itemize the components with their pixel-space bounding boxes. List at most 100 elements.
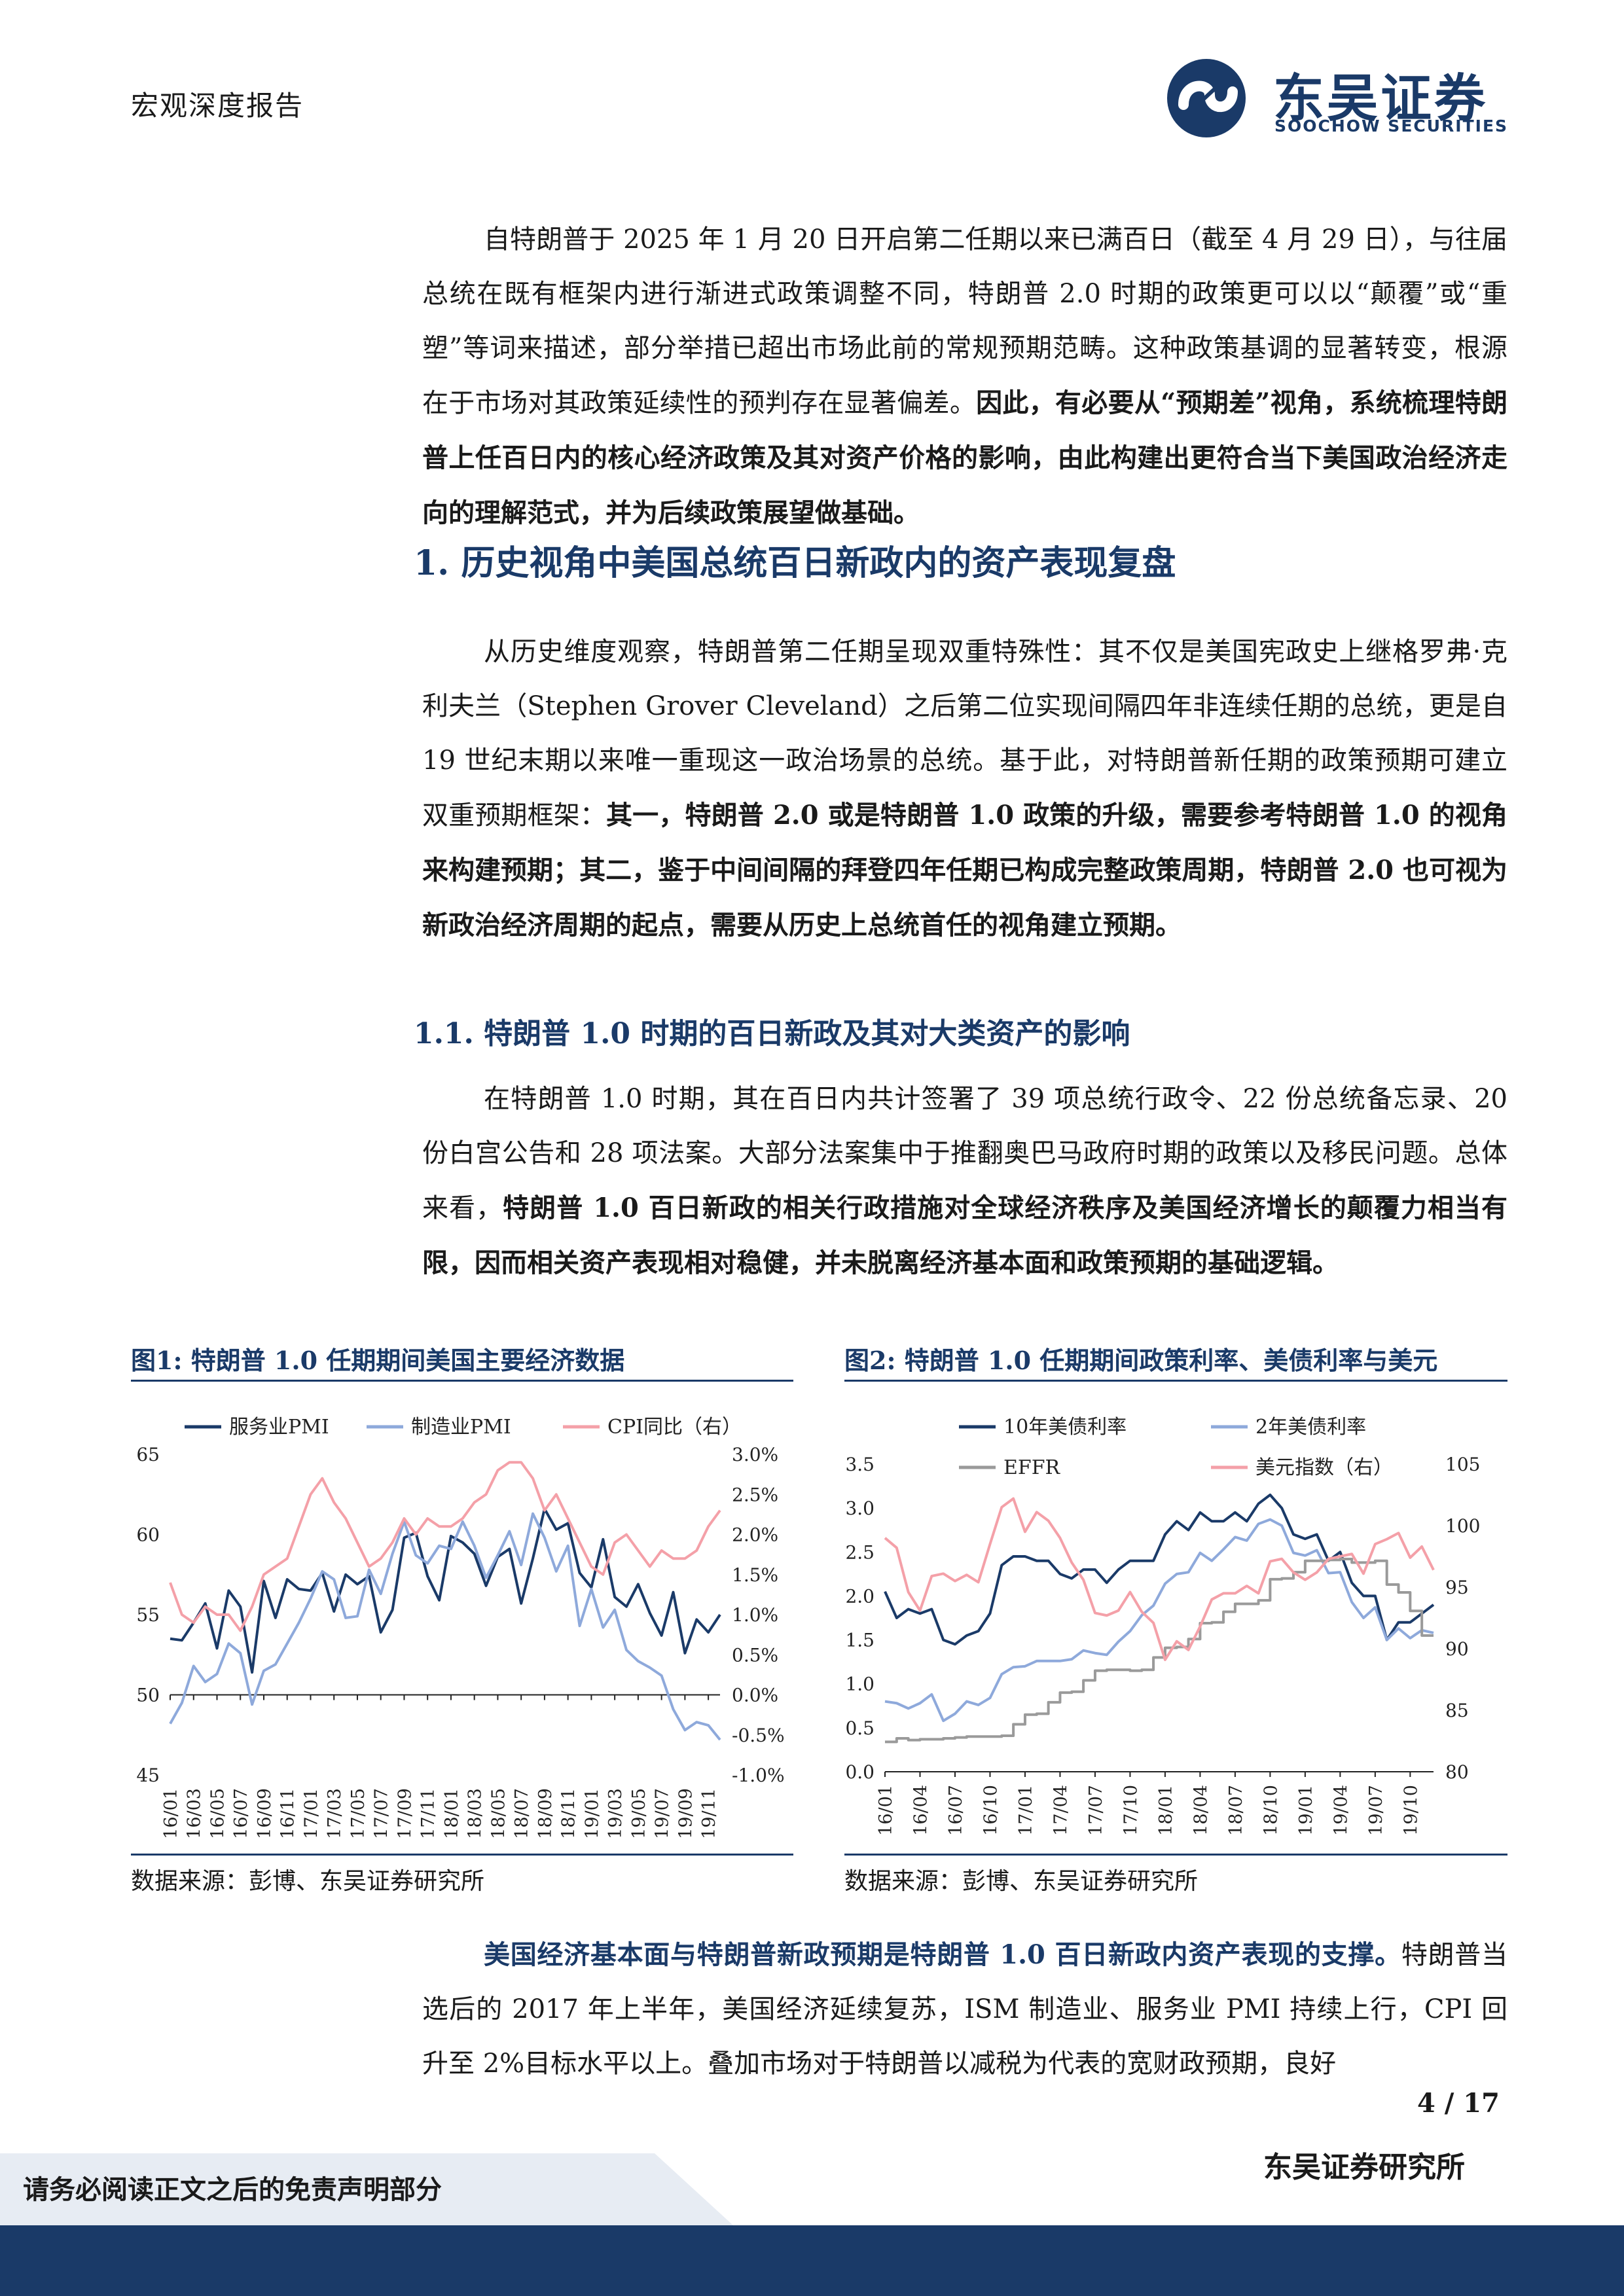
- y2-tick-label: 80: [1445, 1761, 1469, 1783]
- x-tick-label: 16/03: [185, 1788, 205, 1839]
- x-tick-label: 19/05: [629, 1788, 649, 1839]
- x-tick-label: 18/11: [559, 1788, 579, 1839]
- footer-organization: 东吴证券研究所: [1263, 2151, 1465, 2184]
- x-tick-label: 18/03: [465, 1788, 486, 1839]
- figure-2-bottom-rule: [844, 1854, 1507, 1856]
- x-tick-label: 19/07: [653, 1788, 673, 1839]
- logo-english-text: SOOCHOW SECURITIES: [1274, 117, 1509, 135]
- y-tick-label: 0.5: [845, 1717, 875, 1739]
- series-line-2-2: [885, 1558, 1434, 1744]
- x-tick-label: 16/09: [255, 1788, 275, 1839]
- legend-label: 10年美债利率: [1003, 1416, 1127, 1439]
- y-tick-label: 2.0: [845, 1585, 875, 1607]
- x-tick-label: 19/01: [1296, 1785, 1316, 1836]
- x-tick-label: 16/04: [911, 1785, 931, 1836]
- x-tick-label: 19/03: [605, 1788, 626, 1839]
- x-tick-label: 17/03: [325, 1788, 345, 1839]
- figure-1-chart: 45 50 55 60 65 -1.0% -0.5% 0.0% 0.5% 1.0% 1.5% 2.0%…: [136, 1416, 785, 1839]
- footer-disclaimer-band: [0, 2153, 733, 2225]
- page-number: 4 / 17: [1417, 2088, 1500, 2119]
- y2-tick-label: -0.5%: [732, 1725, 785, 1746]
- series-line-2-0: [884, 1494, 1435, 1646]
- section-1-heading: 1. 历史视角中美国总统百日新政内的资产表现复盘: [414, 543, 1176, 583]
- series-line-2-3: [884, 1497, 1435, 1661]
- footer-bottom-bar: [0, 2225, 1624, 2296]
- x-tick-label: 16/07: [946, 1785, 966, 1836]
- x-tick-label: 18/05: [488, 1788, 509, 1839]
- closing-text: 特朗普当选后的 2017 年上半年，美国经济延续复苏，ISM 制造业、服务业 P…: [422, 1940, 1507, 2079]
- x-tick-label: 19/04: [1331, 1785, 1351, 1836]
- x-tick-label: 18/01: [442, 1788, 462, 1839]
- y2-tick-label: 95: [1445, 1577, 1469, 1598]
- section-1-1-text: 在特朗普 1.0 时期，其在百日内共计签署了 39 项总统行政令、22 份总统备…: [422, 1084, 1507, 1223]
- legend-label: 服务业PMI: [229, 1416, 329, 1439]
- x-tick-label: 17/07: [372, 1788, 392, 1839]
- x-tick-label: 19/01: [582, 1788, 602, 1839]
- x-tick-label: 16/07: [231, 1788, 251, 1839]
- x-tick-label: 16/11: [278, 1788, 298, 1839]
- figure-2-source: 数据来源：彭博、东吴证券研究所: [844, 1868, 1199, 1895]
- x-tick-label: 17/01: [1016, 1785, 1036, 1836]
- x-tick-label: 16/01: [161, 1788, 181, 1839]
- y-tick-label: 1.5: [845, 1630, 875, 1651]
- figure-1-title: 图1: 特朗普 1.0 任期期间美国主要经济数据: [131, 1346, 625, 1375]
- x-tick-label: 19/11: [699, 1788, 719, 1839]
- section-1-text: 从历史维度观察，特朗普第二任期呈现双重特殊性：其不仅是美国宪政史上继格罗弗·克利…: [422, 637, 1507, 831]
- x-tick-label: 17/10: [1121, 1785, 1141, 1836]
- x-tick-label: 19/07: [1366, 1785, 1386, 1836]
- x-tick-label: 17/05: [348, 1788, 369, 1839]
- soochow-logo-icon: [1167, 59, 1246, 137]
- x-tick-label: 17/04: [1051, 1785, 1071, 1836]
- y-tick-label: 55: [136, 1604, 160, 1626]
- y2-tick-label: 1.5%: [732, 1564, 778, 1586]
- intro-paragraph: 自特朗普于 2025 年 1 月 20 日开启第二任期以来已满百日（截至 4 月…: [422, 213, 1507, 541]
- y-tick-label: 3.0: [845, 1498, 875, 1519]
- y-tick-label: 65: [136, 1444, 160, 1465]
- y2-tick-label: 100: [1445, 1515, 1480, 1537]
- legend-label: EFFR: [1003, 1456, 1061, 1479]
- y2-tick-label: 2.0%: [732, 1524, 778, 1546]
- logo-chinese-text: 东吴证券: [1273, 69, 1489, 128]
- section-1-bold-text: 其一，特朗普 2.0 或是特朗普 1.0 政策的升级，需要参考特朗普 1.0 的…: [422, 800, 1508, 941]
- section-1-1-bold-text: 特朗普 1.0 百日新政的相关行政措施对全球经济秩序及美国经济增长的颠覆力相当有…: [422, 1193, 1507, 1278]
- y2-tick-label: 0.5%: [732, 1644, 778, 1666]
- figure-2-chart: 0.0 0.5 1.0 1.5 2.0 2.5 3.0 3.5 80 85 90 95 100 105 16…: [845, 1416, 1480, 1836]
- figure-2-title: 图2: 特朗普 1.0 任期期间政策利率、美债利率与美元: [844, 1346, 1438, 1375]
- figure-1-source: 数据来源：彭博、东吴证券研究所: [131, 1868, 485, 1895]
- closing-bold-text: 美国经济基本面与特朗普新政预期是特朗普 1.0 百日新政内资产表现的支撑。: [484, 1939, 1401, 1970]
- x-tick-label: 18/04: [1191, 1785, 1211, 1836]
- intro-bold-text: 因此，有必要从“预期差”视角，系统梳理特朗普上任百日内的核心经济政策及其对资产价…: [422, 387, 1508, 528]
- y2-tick-label: 0.0%: [732, 1685, 778, 1706]
- intro-text: 自特朗普于 2025 年 1 月 20 日开启第二任期以来已满百日（截至 4 月…: [422, 224, 1507, 418]
- figure-1-top-rule: [131, 1380, 793, 1382]
- x-tick-label: 16/05: [208, 1788, 228, 1839]
- y-tick-label: 45: [136, 1765, 160, 1786]
- x-tick-label: 17/11: [418, 1788, 439, 1839]
- x-tick-label: 18/01: [1156, 1785, 1176, 1836]
- y2-tick-label: 85: [1445, 1700, 1469, 1721]
- x-tick-label: 16/10: [981, 1785, 1001, 1836]
- x-tick-label: 19/10: [1401, 1785, 1421, 1836]
- x-tick-label: 16/01: [876, 1785, 896, 1836]
- y-tick-label: 3.5: [845, 1454, 875, 1475]
- x-tick-label: 17/07: [1086, 1785, 1106, 1836]
- document-type-label: 宏观深度报告: [131, 90, 304, 122]
- series-line-1-2: [169, 1461, 721, 1632]
- y2-tick-label: -1.0%: [732, 1765, 785, 1786]
- legend-label: 2年美债利率: [1255, 1416, 1366, 1439]
- y-tick-label: 2.5: [845, 1541, 875, 1563]
- y2-tick-label: 105: [1445, 1454, 1480, 1475]
- x-tick-label: 19/09: [676, 1788, 696, 1839]
- legend-label: 美元指数（右）: [1255, 1456, 1393, 1479]
- x-tick-label: 17/09: [395, 1788, 415, 1839]
- section-1-1-paragraph: 在特朗普 1.0 时期，其在百日内共计签署了 39 项总统行政令、22 份总统备…: [422, 1072, 1507, 1291]
- x-tick-label: 18/07: [1226, 1785, 1246, 1836]
- series-line-1-1: [169, 1512, 721, 1741]
- y2-tick-label: 2.5%: [732, 1484, 778, 1505]
- y-tick-label: 1.0: [845, 1674, 875, 1695]
- y2-tick-label: 1.0%: [732, 1604, 778, 1626]
- legend-label: 制造业PMI: [411, 1416, 511, 1439]
- y-tick-label: 0.0: [845, 1761, 875, 1783]
- y2-tick-label: 3.0%: [732, 1444, 778, 1465]
- x-tick-label: 18/10: [1261, 1785, 1281, 1836]
